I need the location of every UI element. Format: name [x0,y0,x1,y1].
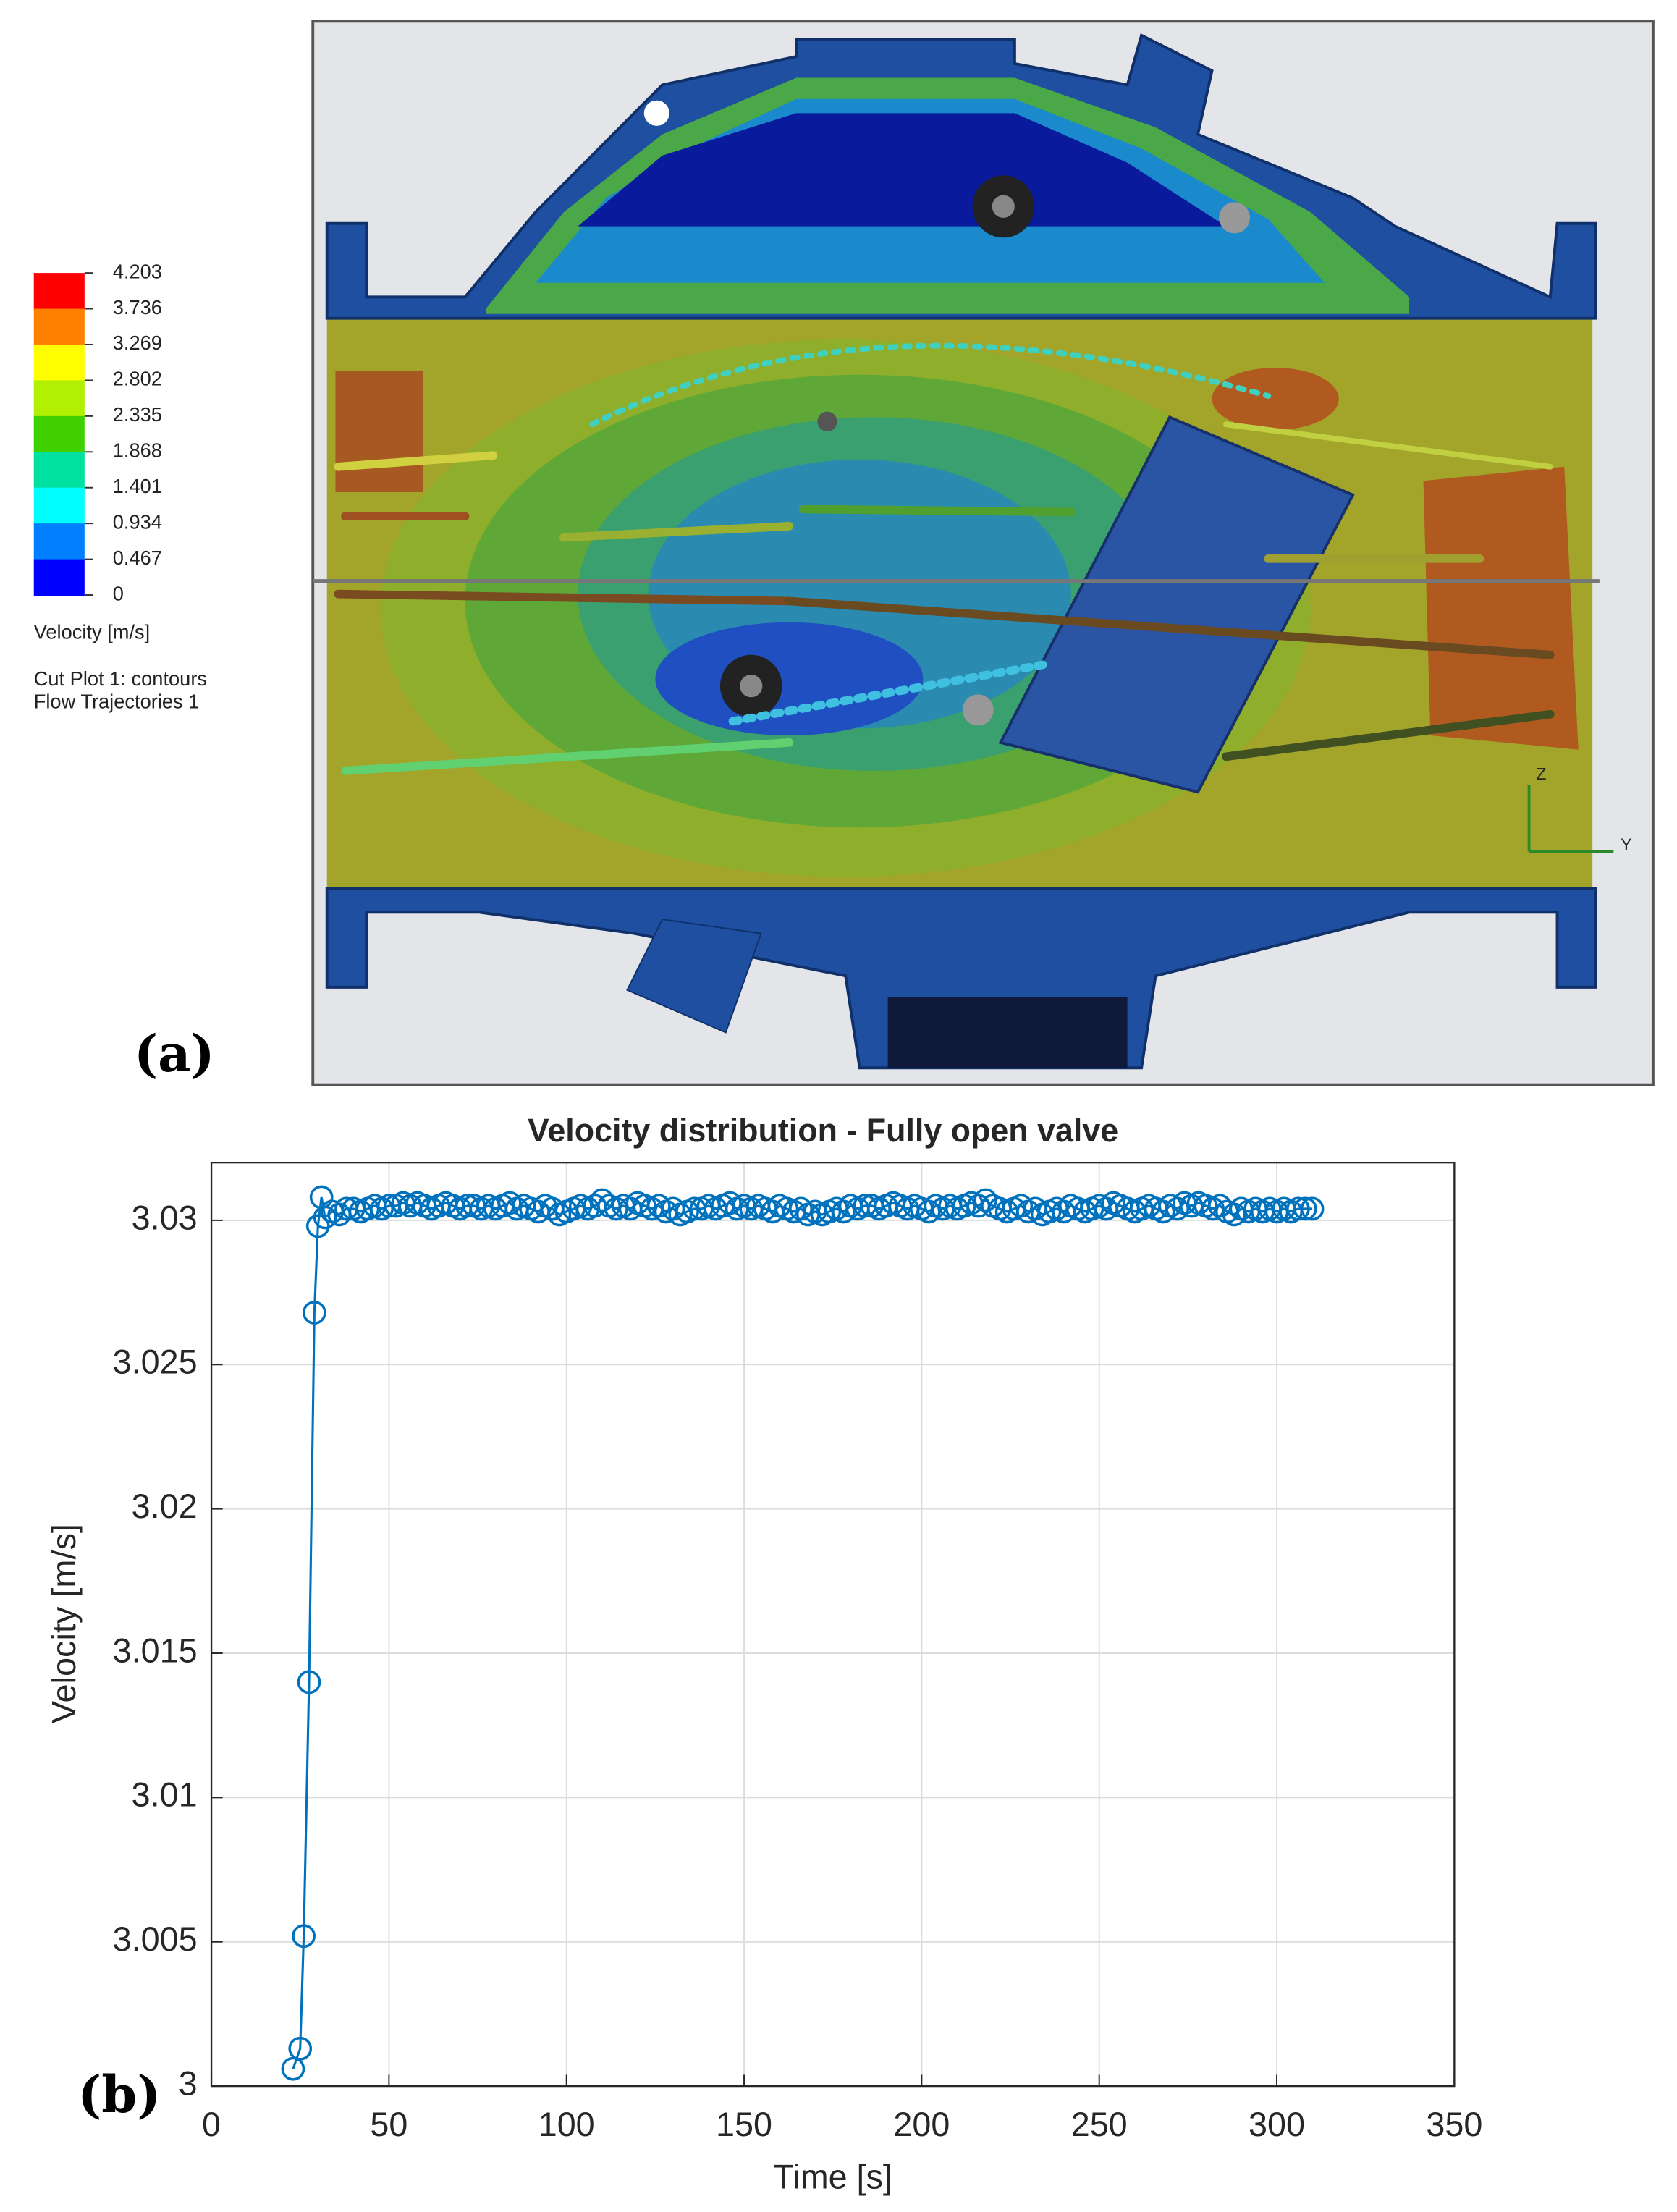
chart-title: Velocity distribution - Fully open valve [528,1112,1118,1149]
colorbar-segment [33,344,85,381]
colorbar-segment [33,308,85,345]
cfd-image [311,20,1655,1086]
colorbar-tick-label: 3.269 [113,332,162,354]
data-point [302,1301,326,1325]
axis-triad-label: Z [1536,764,1546,783]
legend-note: Flow Trajectories 1 [34,690,200,712]
x-tick-label: 50 [370,2106,407,2143]
y-axis-label: Velocity [m/s] [45,1524,83,1723]
y-tick-label: 3 [179,2064,198,2102]
data-point [832,1199,856,1224]
y-tick-label: 3.03 [132,1199,198,1236]
data-point [292,1924,316,1949]
x-tick-label: 300 [1249,2106,1305,2143]
data-point [718,1191,742,1215]
x-axis-label: Time [s] [774,2158,892,2195]
data-point [305,1214,330,1238]
x-tick-label: 0 [202,2106,221,2143]
data-point [288,2036,313,2061]
colorbar-segment [33,523,85,560]
y-tick-label: 3.005 [113,1920,198,1958]
data-point [1165,1196,1190,1221]
plot-area [211,1162,1455,2087]
x-tick-label: 250 [1071,2106,1128,2143]
colorbar-segment [33,415,85,453]
x-tick-label: 150 [716,2106,772,2143]
colorbar-tick-label: 2.802 [113,368,162,390]
data-point [1151,1199,1175,1224]
data-point [297,1670,321,1694]
colorbar-tick-label: 0.934 [113,510,162,533]
colorbar-tick-label: 1.868 [113,439,162,461]
data-point [281,2056,305,2081]
y-tick-label: 3.02 [132,1487,198,1525]
y-tick-label: 3.025 [113,1343,198,1381]
data-point [1293,1196,1317,1221]
x-tick-label: 100 [538,2106,595,2143]
data-point [1286,1196,1310,1221]
colorbar-tick-label: 4.203 [113,260,162,282]
axis-triad-label: Y [1621,835,1632,854]
axes-frame [210,1161,1456,2088]
colorbar-tick-label: 2.335 [113,403,162,426]
panel-label: (a) [134,1023,215,1084]
colorbar-segment [33,273,85,310]
contour-legend: 4.203 3.736 3.269 2.802 2.335 1.868 1.401 0.934… [33,260,162,604]
colorbar-segment [33,452,85,489]
data-point [916,1199,941,1224]
data-point [1222,1202,1246,1227]
colorbar-tick-label: 0 [113,582,124,604]
y-tick-label: 3.01 [132,1776,198,1814]
colorbar-segment [33,559,85,596]
colorbar-tick-label: 1.401 [113,475,162,497]
x-tick-label: 350 [1426,2106,1482,2143]
data-point [1009,1194,1034,1218]
line-chart: 0 50 100 150 200 250 300 350 3 3.005 3.01 3.015 3.02… [113,1161,1482,2143]
x-tick-label: 200 [893,2106,950,2143]
data-point [1300,1196,1325,1221]
colorbar-tick-label: 3.736 [113,296,162,318]
y-tick-label: 3.015 [113,1631,198,1669]
data-point [313,1205,337,1230]
colorbar-segment [33,380,85,417]
data-point [497,1191,522,1215]
data-point [646,1194,671,1218]
colorbar-segment [33,487,85,525]
panel-label: (b) [77,2064,161,2124]
legend-title: Velocity [m/s] [34,621,151,643]
colorbar-tick-label: 0.467 [113,546,162,569]
data-point [789,1196,813,1221]
legend-note: Cut Plot 1: contours [34,667,207,690]
